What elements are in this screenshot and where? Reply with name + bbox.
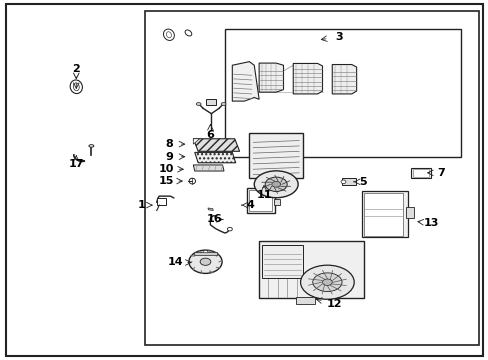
Bar	[406, 207, 413, 218]
Polygon shape	[194, 152, 235, 163]
Bar	[363, 193, 402, 235]
Text: 12: 12	[326, 299, 342, 309]
Ellipse shape	[89, 145, 94, 147]
Text: 13: 13	[423, 218, 438, 228]
Bar	[410, 168, 430, 178]
Ellipse shape	[73, 83, 79, 91]
Bar	[249, 134, 303, 178]
Ellipse shape	[203, 251, 207, 253]
Polygon shape	[259, 63, 283, 92]
Ellipse shape	[227, 227, 232, 231]
Polygon shape	[193, 139, 199, 144]
Ellipse shape	[221, 103, 225, 105]
Ellipse shape	[300, 265, 353, 299]
Bar	[341, 178, 355, 185]
Ellipse shape	[163, 29, 174, 40]
Polygon shape	[207, 208, 213, 211]
Ellipse shape	[196, 103, 201, 105]
Text: 14: 14	[167, 257, 183, 267]
Bar	[249, 190, 272, 211]
Text: 17: 17	[68, 159, 84, 169]
Text: 9: 9	[164, 152, 172, 162]
Polygon shape	[232, 62, 259, 101]
Ellipse shape	[264, 177, 286, 192]
Ellipse shape	[70, 80, 82, 94]
Polygon shape	[293, 63, 322, 94]
Ellipse shape	[322, 279, 331, 285]
Bar	[194, 252, 216, 255]
Bar	[273, 199, 279, 205]
Bar	[412, 169, 428, 177]
Text: 7: 7	[436, 168, 444, 178]
Text: 15: 15	[159, 176, 174, 186]
Bar	[259, 241, 363, 298]
Text: 5: 5	[358, 177, 366, 187]
Text: 3: 3	[335, 32, 343, 41]
Text: 11: 11	[256, 190, 271, 200]
Bar	[261, 245, 303, 278]
Text: 1: 1	[137, 200, 145, 210]
Ellipse shape	[271, 181, 280, 187]
Bar	[295, 297, 315, 304]
Ellipse shape	[200, 258, 210, 265]
Ellipse shape	[166, 32, 171, 38]
Ellipse shape	[312, 273, 341, 292]
Bar	[157, 198, 165, 205]
Text: 6: 6	[206, 130, 214, 140]
Text: 8: 8	[165, 139, 172, 149]
Ellipse shape	[184, 30, 191, 36]
Bar	[206, 99, 216, 105]
Bar	[224, 30, 461, 157]
Polygon shape	[331, 64, 356, 94]
Text: 2: 2	[72, 64, 80, 74]
Ellipse shape	[189, 178, 195, 184]
Polygon shape	[193, 139, 239, 151]
Bar	[361, 191, 407, 237]
Bar	[144, 12, 478, 345]
Polygon shape	[193, 165, 224, 171]
Text: 16: 16	[206, 215, 222, 224]
Text: 10: 10	[159, 164, 174, 174]
Ellipse shape	[340, 180, 345, 184]
Bar	[246, 188, 275, 213]
Text: 4: 4	[246, 200, 254, 210]
Ellipse shape	[254, 171, 298, 198]
Ellipse shape	[188, 250, 222, 273]
